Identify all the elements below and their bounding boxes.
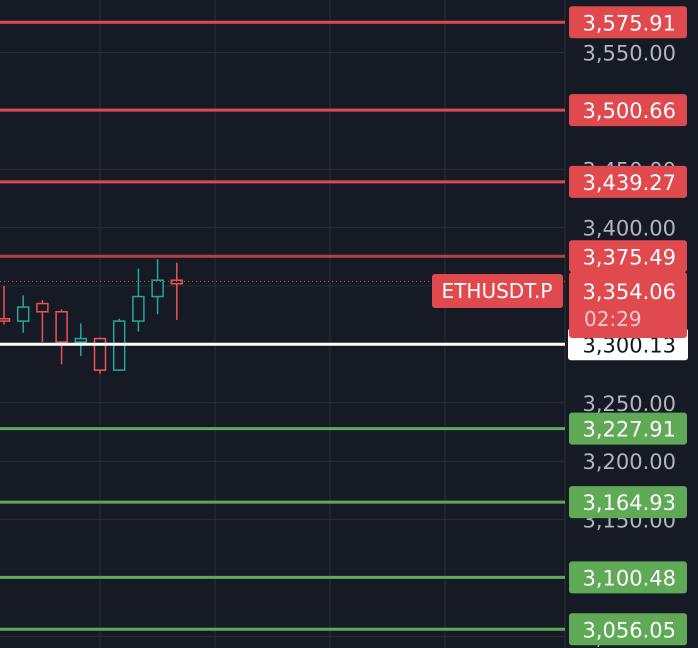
level-label-badge[interactable] [569, 561, 687, 594]
level-label-badge[interactable] [569, 6, 687, 39]
level-label-text: 3,439.27 [582, 171, 676, 195]
candle-body [132, 295, 145, 322]
symbol-label: ETHUSDT.P [442, 279, 553, 303]
level-label-badge[interactable] [569, 486, 687, 519]
level-label-text: 3,164.93 [582, 491, 676, 515]
last-price-label: 3,354.06 [582, 280, 676, 304]
y-axis-tick-label: 3,550.00 [582, 42, 676, 66]
level-label-text: 3,500.66 [582, 99, 676, 123]
candle-body [170, 279, 184, 285]
candle-body [16, 306, 30, 322]
candle-body [151, 279, 164, 298]
level-label-text: 3,575.91 [582, 11, 676, 35]
candle-body [74, 337, 88, 343]
y-axis-tick-label: 3,200.00 [582, 450, 676, 474]
level-label-text: 3,375.49 [582, 245, 676, 269]
y-axis-tick-label: 3,400.00 [582, 217, 676, 241]
y-axis-tick-label: 3,250.00 [582, 392, 676, 416]
level-label-badge[interactable] [569, 613, 687, 646]
level-label-text: 3,056.05 [582, 618, 676, 642]
level-label-badge[interactable] [569, 165, 687, 198]
candle-body [93, 337, 107, 371]
last-price-badge[interactable] [569, 272, 687, 338]
symbol-badge[interactable] [432, 274, 563, 308]
level-label-badge[interactable] [569, 94, 687, 127]
level-label-text: 3,100.48 [582, 566, 676, 590]
level-label-badge[interactable] [569, 240, 687, 273]
candle-body [0, 317, 11, 322]
candle-body [36, 302, 49, 313]
level-label-badge[interactable] [569, 412, 687, 445]
candle-body [55, 310, 68, 343]
countdown-label: 02:29 [584, 307, 642, 331]
level-label-text: 3,227.91 [582, 418, 676, 442]
